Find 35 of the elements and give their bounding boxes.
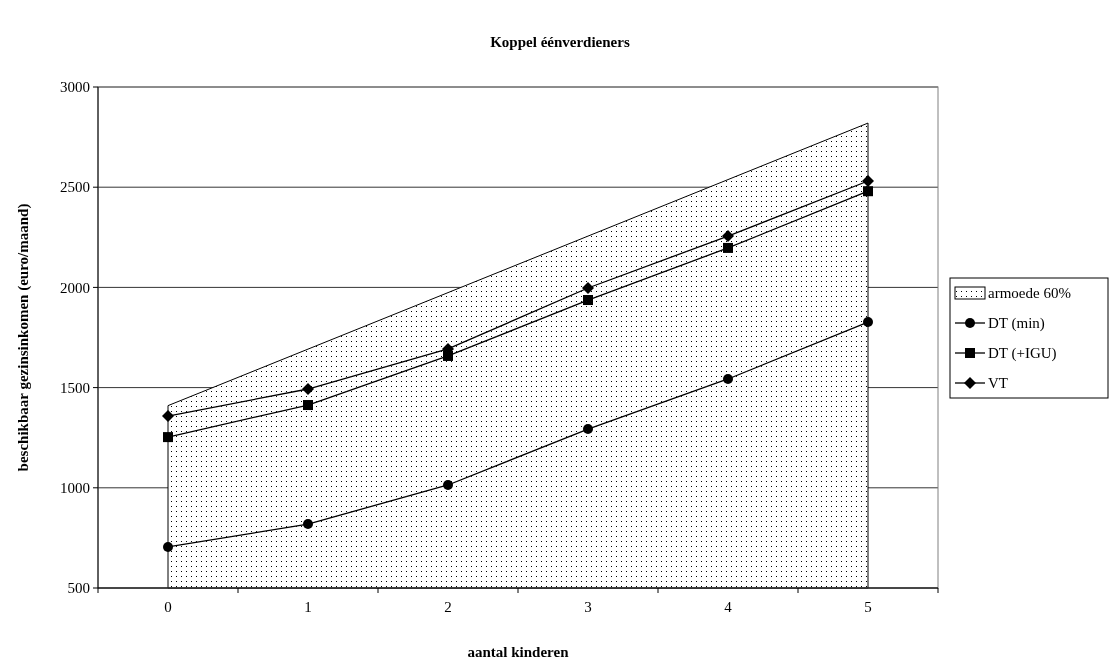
y-tick-label: 3000 [60, 79, 90, 96]
point [163, 432, 173, 443]
point [583, 424, 593, 435]
legend-label: DT (min) [988, 315, 1045, 333]
point [723, 242, 733, 253]
point [723, 373, 733, 384]
y-tick-label: 2500 [60, 179, 90, 196]
point [582, 282, 594, 294]
x-tick-label: 2 [444, 599, 452, 615]
y-axis-title: beschikbaar gezinsinkomen (euro/maand) [15, 203, 32, 472]
point [443, 479, 453, 490]
point [163, 541, 173, 552]
x-tick-label: 1 [304, 599, 312, 615]
point [583, 295, 593, 306]
legend-label: armoede 60% [988, 285, 1071, 302]
point [863, 317, 873, 328]
legend-label: VT [988, 375, 1008, 392]
point [722, 230, 734, 243]
x-tick-label: 4 [724, 599, 733, 615]
y-tick-label: 1000 [60, 480, 90, 497]
point [162, 410, 174, 423]
point [862, 174, 874, 187]
point [302, 383, 314, 395]
y-tick-label: 500 [67, 580, 90, 597]
x-tick-label: 3 [584, 599, 592, 615]
x-tick-label: 0 [164, 599, 172, 615]
x-tick-label: 5 [864, 599, 872, 615]
point [863, 186, 873, 197]
point [303, 400, 313, 411]
point [303, 519, 313, 530]
chart-title: Koppel éénverdieners [490, 34, 630, 50]
x-axis-title: aantal kinderen [467, 644, 570, 660]
legend-label: DT (+IGU) [988, 345, 1057, 363]
y-tick-label: 2000 [60, 279, 90, 296]
y-tick-label: 1500 [60, 379, 90, 396]
